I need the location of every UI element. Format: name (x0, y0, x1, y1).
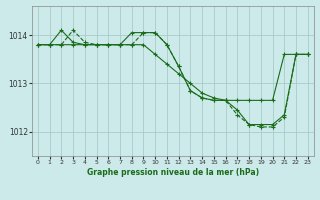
X-axis label: Graphe pression niveau de la mer (hPa): Graphe pression niveau de la mer (hPa) (87, 168, 259, 177)
